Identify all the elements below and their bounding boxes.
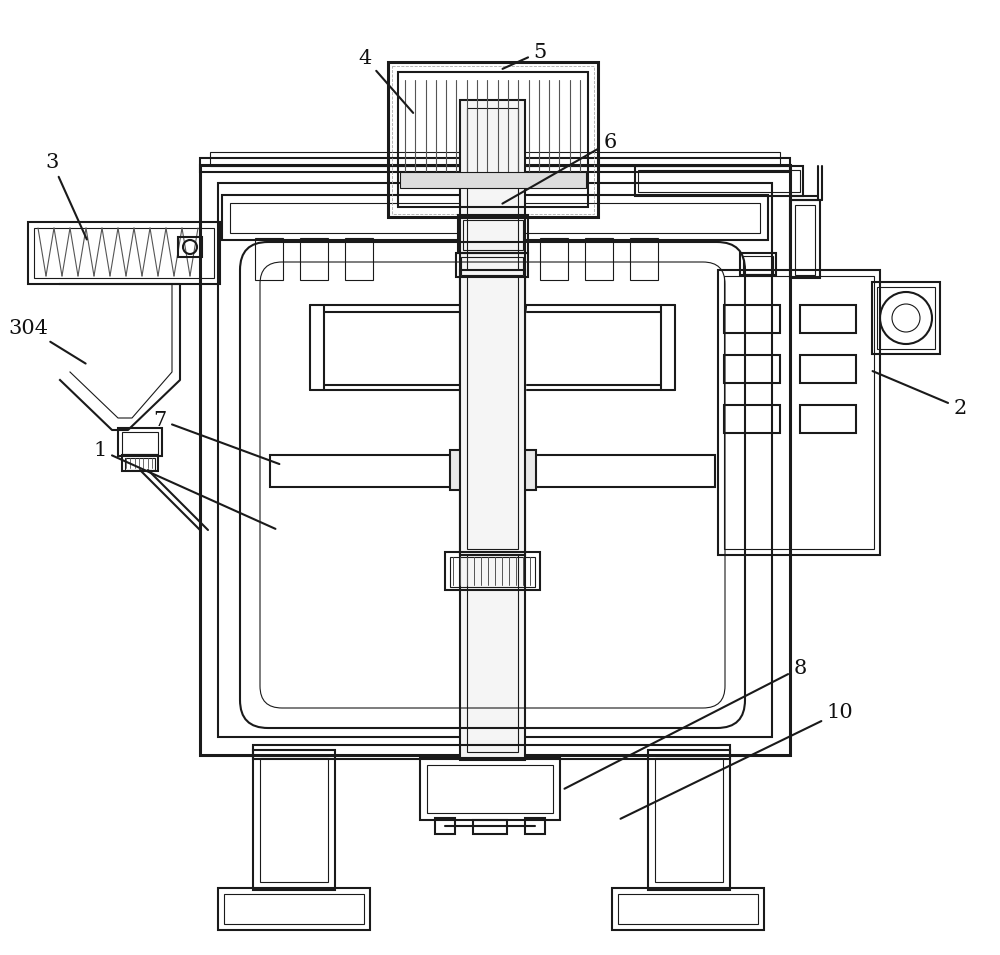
Text: 3: 3 xyxy=(45,153,87,240)
Bar xyxy=(456,253,528,277)
Bar xyxy=(400,172,586,188)
Bar xyxy=(473,820,507,834)
Bar xyxy=(585,238,613,280)
Bar xyxy=(612,888,764,930)
Bar xyxy=(435,818,455,834)
Bar xyxy=(724,355,780,383)
Bar xyxy=(724,405,780,433)
Bar xyxy=(420,758,560,820)
Bar xyxy=(724,305,780,333)
Bar xyxy=(463,220,523,250)
Bar xyxy=(458,215,528,253)
Bar xyxy=(740,253,776,275)
Bar xyxy=(122,455,158,471)
Bar xyxy=(388,62,598,217)
Bar xyxy=(540,238,568,280)
Bar xyxy=(178,237,202,257)
Bar xyxy=(125,458,155,470)
Text: 6: 6 xyxy=(502,133,617,203)
Bar xyxy=(253,745,730,759)
Text: 7: 7 xyxy=(153,411,279,464)
Bar xyxy=(790,200,820,278)
Text: 1: 1 xyxy=(93,440,275,529)
Bar xyxy=(218,183,772,737)
Bar xyxy=(224,894,364,924)
Bar xyxy=(467,276,518,549)
Bar xyxy=(518,450,536,490)
Bar xyxy=(230,203,760,233)
Bar xyxy=(28,222,220,284)
Bar xyxy=(34,228,214,278)
Bar xyxy=(270,455,458,487)
Bar xyxy=(122,432,158,454)
Bar xyxy=(800,405,856,433)
Bar xyxy=(392,66,594,214)
Bar xyxy=(210,152,780,166)
Bar xyxy=(743,256,773,274)
Bar xyxy=(467,108,518,752)
Bar xyxy=(795,205,815,275)
Bar xyxy=(635,166,803,196)
Bar xyxy=(648,750,730,890)
Bar xyxy=(638,170,800,192)
Bar xyxy=(877,287,935,349)
Bar xyxy=(260,758,328,882)
Bar xyxy=(527,455,715,487)
Bar xyxy=(445,552,540,590)
Bar xyxy=(460,270,525,555)
Bar xyxy=(460,100,525,760)
Bar xyxy=(222,195,768,240)
Bar xyxy=(655,758,723,882)
Bar xyxy=(218,888,370,930)
Bar xyxy=(253,750,335,890)
Text: 304: 304 xyxy=(8,319,86,364)
Bar xyxy=(200,158,790,172)
Text: 5: 5 xyxy=(503,43,547,69)
Bar xyxy=(427,765,553,813)
Bar xyxy=(300,238,328,280)
Bar xyxy=(450,557,535,587)
Bar xyxy=(200,165,790,755)
Bar xyxy=(118,428,162,456)
Text: 8: 8 xyxy=(564,659,807,789)
Text: 4: 4 xyxy=(358,49,413,113)
Bar xyxy=(800,305,856,333)
Bar xyxy=(630,238,658,280)
Text: 10: 10 xyxy=(620,703,853,818)
Bar xyxy=(800,355,856,383)
Bar xyxy=(255,238,283,280)
Bar xyxy=(450,450,468,490)
Bar xyxy=(872,282,940,354)
Bar xyxy=(345,238,373,280)
Bar xyxy=(525,818,545,834)
Bar xyxy=(618,894,758,924)
Bar xyxy=(718,270,880,555)
Bar xyxy=(461,257,523,275)
Bar xyxy=(724,276,874,549)
Text: 2: 2 xyxy=(873,371,967,417)
Bar xyxy=(398,72,588,207)
